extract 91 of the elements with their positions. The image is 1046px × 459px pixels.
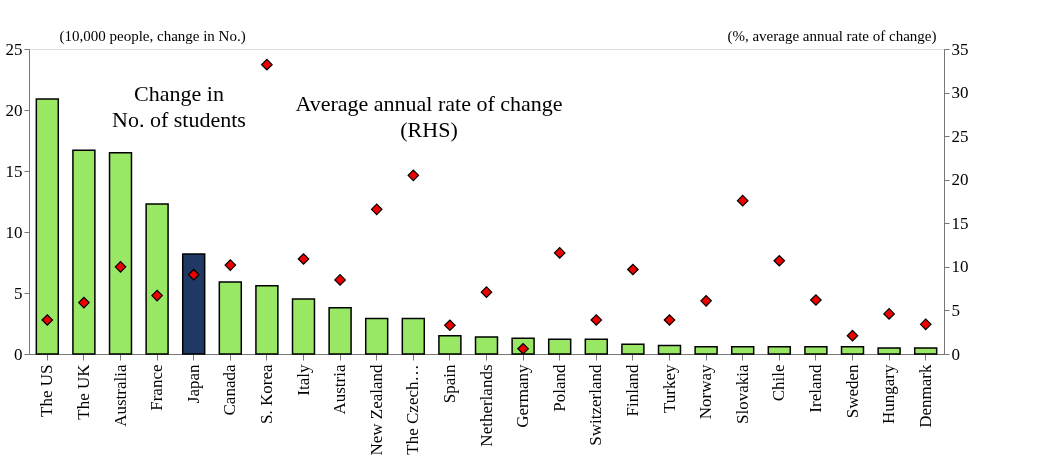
point <box>883 308 895 320</box>
x-tick-label: Austria <box>330 364 350 415</box>
y-tick-label: 25 <box>5 39 23 59</box>
y-axis-title: (10,000 people, change in No.) <box>59 27 246 45</box>
point <box>627 263 639 276</box>
x-tick-label: S. Korea <box>256 364 276 424</box>
point <box>261 58 273 71</box>
point <box>700 295 712 307</box>
point <box>663 314 676 326</box>
bar <box>108 151 133 355</box>
bar <box>401 317 426 355</box>
x-tick-label: Australia <box>110 364 130 427</box>
bar <box>913 347 938 355</box>
bar <box>72 149 96 355</box>
x-tick-label: Canada <box>220 364 240 416</box>
y-tick-label: 15 <box>5 161 23 181</box>
x-tick-label: Italy <box>293 364 313 396</box>
bar <box>657 344 682 355</box>
y-tick-label: 0 <box>14 344 23 364</box>
bar <box>438 334 462 355</box>
point <box>407 169 420 182</box>
point <box>846 329 859 342</box>
bar <box>804 345 828 355</box>
bar <box>328 306 352 355</box>
x-tick-label: The Czech… <box>403 364 423 455</box>
point <box>444 319 456 332</box>
y2-tick-label: 30 <box>951 83 969 103</box>
y2-tick-label: 0 <box>951 344 960 364</box>
y2-tick-label: 20 <box>951 170 969 190</box>
y-tick-label: 5 <box>14 283 23 303</box>
y-tick-label: 20 <box>5 100 23 120</box>
bar <box>840 345 865 355</box>
point <box>773 254 786 267</box>
bar <box>145 203 169 355</box>
point <box>590 314 603 326</box>
bar <box>218 281 243 355</box>
x-tick-label: Poland <box>549 364 569 412</box>
x-tick-label: Turkey <box>659 364 679 413</box>
annotation: Change in No. of students <box>112 81 246 132</box>
point <box>297 253 310 265</box>
y2-tick-label: 25 <box>951 126 969 146</box>
y2-tick-label: 35 <box>951 39 969 59</box>
bar <box>474 336 499 355</box>
point <box>370 203 383 216</box>
bar <box>291 298 316 355</box>
bar <box>181 253 206 355</box>
y2-tick-label: 5 <box>951 300 960 320</box>
bar <box>35 98 60 355</box>
point <box>480 286 493 298</box>
x-tick-label: France <box>147 364 167 411</box>
x-tick-label: The UK <box>73 363 93 420</box>
x-tick-label: The US <box>37 364 57 417</box>
bar <box>621 343 645 355</box>
y2-tick-label: 15 <box>951 213 969 233</box>
point <box>41 314 54 326</box>
x-tick-label: Switzerland <box>586 364 606 446</box>
point <box>151 289 163 302</box>
x-tick-label: Denmark <box>915 364 935 428</box>
point <box>187 268 200 281</box>
x-tick-label: Chile <box>769 364 789 402</box>
y2-tick-label: 10 <box>951 257 969 277</box>
point <box>553 247 566 259</box>
x-tick-label: Spain <box>439 364 459 404</box>
x-tick-label: Finland <box>622 364 642 417</box>
point <box>78 296 90 309</box>
y-tick-label: 10 <box>5 222 23 242</box>
point <box>334 274 346 286</box>
annotation: Average annual rate of change (RHS) <box>295 91 563 142</box>
point <box>736 194 749 207</box>
point <box>224 259 237 271</box>
x-tick-label: Japan <box>183 364 203 404</box>
x-tick-label: New Zealand <box>366 364 386 456</box>
x-tick-label: Germany <box>513 364 533 428</box>
x-tick-label: Norway <box>696 364 716 420</box>
x-tick-label: Ireland <box>805 364 825 413</box>
point <box>919 318 932 331</box>
point <box>810 294 822 306</box>
bar <box>547 338 572 355</box>
y2-axis-title: (%, average annual rate of change) <box>727 27 937 45</box>
x-tick-label: Slovakia <box>732 364 752 424</box>
x-tick-label: Hungary <box>879 364 899 424</box>
bar <box>364 317 389 355</box>
bar <box>694 345 718 355</box>
x-tick-label: Netherlands <box>476 364 496 447</box>
bar <box>730 345 755 355</box>
bar <box>255 284 279 355</box>
point <box>114 261 127 273</box>
bar <box>877 347 901 355</box>
bar <box>767 345 792 355</box>
bar <box>584 338 609 355</box>
x-tick-label: Sweden <box>842 364 862 419</box>
